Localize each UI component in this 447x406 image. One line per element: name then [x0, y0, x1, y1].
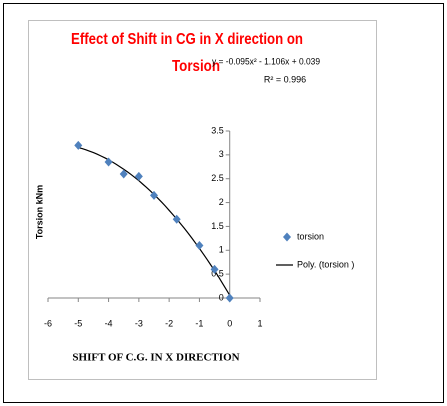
data-point	[172, 214, 181, 224]
y-tick-label: 2	[219, 197, 224, 207]
legend-marker	[283, 232, 291, 242]
data-point	[210, 264, 219, 274]
y-tick-label: 3.5	[211, 125, 224, 135]
x-tick-label: 1	[257, 318, 262, 328]
x-tick-label: 0	[227, 318, 232, 328]
x-tick-label: -6	[44, 318, 52, 328]
x-tick-label: -2	[165, 318, 173, 328]
chart-title: Torsion	[172, 58, 220, 75]
chart-title: Effect of Shift in CG in X direction on	[71, 31, 303, 48]
legend-label: Poly. (torsion )	[297, 259, 354, 269]
data-point	[104, 157, 113, 167]
legend-label: torsion	[297, 231, 324, 241]
data-point	[119, 169, 128, 179]
outer-border	[3, 3, 444, 403]
x-tick-label: -5	[74, 318, 82, 328]
data-point	[134, 171, 143, 181]
y-tick-label: 3	[219, 149, 224, 159]
trend-equation: y = -0.095x² - 1.106x + 0.039	[212, 56, 320, 66]
y-tick-label: 0	[219, 292, 224, 302]
y-tick-label: 1	[219, 245, 224, 255]
y-tick-label: 1.5	[211, 221, 224, 231]
trend-r-squared: R² = 0.996	[264, 74, 306, 84]
data-point	[150, 190, 158, 200]
x-tick-label: -1	[195, 318, 203, 328]
x-axis-label: SHIFT OF C.G. IN X DIRECTION	[72, 352, 239, 364]
data-point	[195, 241, 204, 251]
data-point	[74, 140, 83, 150]
y-tick-label: 0.5	[211, 269, 224, 279]
x-tick-label: -4	[105, 318, 113, 328]
chart-area	[28, 20, 377, 380]
x-tick-label: -3	[135, 318, 143, 328]
data-point	[225, 293, 234, 303]
y-axis-label: Torsion kNm	[34, 185, 44, 239]
y-tick-label: 2.5	[211, 173, 224, 183]
